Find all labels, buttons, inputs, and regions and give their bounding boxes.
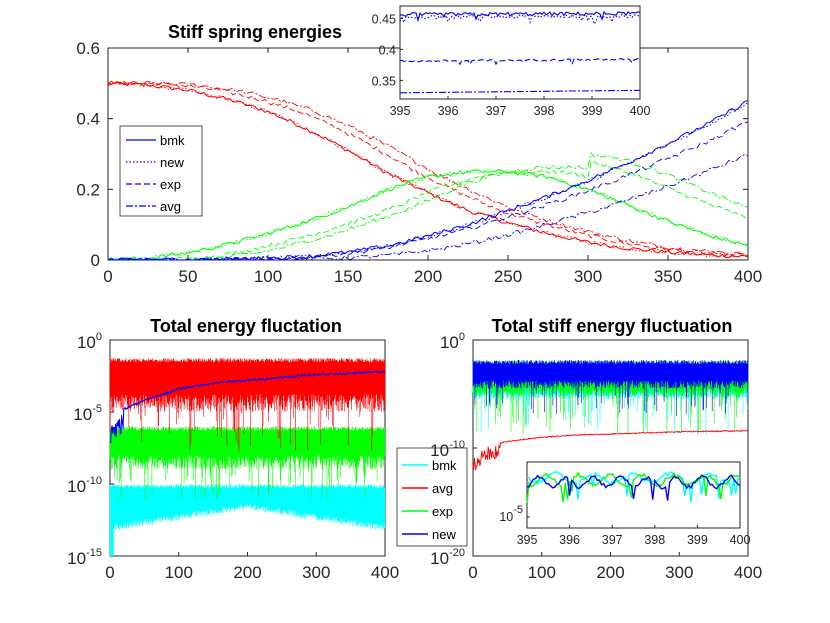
- legend-label-new: new: [432, 527, 456, 542]
- x-tick-label: 0: [103, 267, 112, 286]
- y-tick-label: 10-10: [67, 475, 102, 496]
- inset-series-avg: [400, 89, 640, 94]
- x-tick-label: 200: [233, 563, 261, 582]
- inset-x-tick-label: 395: [390, 104, 411, 118]
- x-tick-label: 350: [654, 267, 682, 286]
- inset-y-tick-label: 0.35: [372, 74, 396, 88]
- y-tick-label: 10-15: [67, 547, 102, 568]
- legend-box: [119, 125, 203, 217]
- inset-series-new: [399, 13, 641, 26]
- y-tick-label: 10-10: [430, 439, 465, 460]
- y-tick-label: 100: [440, 331, 465, 352]
- inset-series-bmk: [399, 10, 641, 23]
- series-line-avg: [472, 429, 749, 471]
- y-tick-label: 10-5: [73, 403, 102, 424]
- x-tick-label: 400: [734, 267, 762, 286]
- x-tick-label: 150: [334, 267, 362, 286]
- x-tick-label: 50: [179, 267, 198, 286]
- inset-x-tick-label: 398: [534, 104, 555, 118]
- inset-x-tick-label: 400: [730, 533, 751, 547]
- inset-x-tick-label: 399: [687, 533, 708, 547]
- legend-label-avg: avg: [160, 199, 181, 214]
- x-tick-label: 200: [414, 267, 442, 286]
- legend-label-exp: exp: [432, 504, 453, 519]
- chart-total-stiff-energy-fluctuation: Total stiff energy fluctuation 0 100 200 300…: [430, 316, 762, 582]
- inset-x-tick-label: 397: [486, 104, 507, 118]
- chart-title: Total stiff energy fluctuation: [492, 316, 733, 336]
- inset-x-tick-label: 396: [559, 533, 580, 547]
- legend-label-exp: exp: [160, 177, 181, 192]
- series-line-spring-2-bmk: [107, 169, 749, 261]
- series-band-avg: [109, 358, 386, 452]
- x-tick-label: 400: [734, 563, 762, 582]
- series-line-spring-2-new: [107, 169, 749, 261]
- y-tick-label: 10-20: [430, 547, 465, 568]
- inset-x-tick-label: 400: [630, 104, 651, 118]
- series-line-spring-3-exp: [107, 121, 749, 261]
- inset-series-exp: [399, 57, 641, 66]
- inset-plot-area: [399, 5, 641, 100]
- y-tick-label: 0.4: [76, 110, 100, 129]
- series-line-new: [109, 370, 386, 444]
- series-line-spring-1-new: [107, 81, 749, 259]
- x-tick-label: 400: [371, 563, 399, 582]
- x-tick-label: 300: [302, 563, 330, 582]
- inset-x-tick-label: 398: [644, 533, 665, 547]
- legend-label-bmk: bmk: [432, 458, 457, 473]
- chart-title: Total energy fluctation: [150, 316, 342, 336]
- inset-series-new: [526, 474, 741, 501]
- y-tick-label: 0: [91, 251, 100, 270]
- inset-series-exp: [526, 471, 741, 504]
- x-tick-label: 100: [254, 267, 282, 286]
- legend: bmk avg exp new: [396, 447, 468, 547]
- y-tick-label: 0.6: [76, 39, 100, 58]
- x-tick-label: 0: [468, 563, 477, 582]
- series-line-spring-1-avg: [107, 80, 749, 257]
- series-band-bmk: [109, 484, 386, 556]
- x-tick-label: 100: [528, 563, 556, 582]
- inset-y-tick-label: 0.4: [379, 43, 396, 57]
- series-line-spring-3-avg: [107, 153, 749, 261]
- chart-title: Stiff spring energies: [168, 22, 342, 42]
- inset-plot: 395 396 397 398 399 400 10-5: [499, 461, 751, 547]
- inset-x-tick-label: 395: [517, 533, 538, 547]
- y-tick-label: 100: [77, 331, 102, 352]
- inset-y-tick-label: 10-5: [499, 504, 523, 524]
- inset-y-tick-label: 0.45: [372, 12, 396, 26]
- chart-stiff-spring-energies: 0 50 100 150 200 250 300 350 400 0 0.2 0.4 0.6 Stiff …: [76, 5, 762, 286]
- x-tick-label: 0: [105, 563, 114, 582]
- x-tick-label: 100: [165, 563, 193, 582]
- legend-label-avg: avg: [432, 481, 453, 496]
- series-line-spring-2-exp: [107, 161, 749, 261]
- inset-x-tick-label: 399: [582, 104, 603, 118]
- legend: bmk new exp avg: [119, 125, 203, 217]
- inset-x-tick-label: 396: [438, 104, 459, 118]
- x-tick-label: 300: [574, 267, 602, 286]
- x-tick-label: 200: [596, 563, 624, 582]
- inset-plot: 395 396 397 398 399 400 0.35 0.4 0.45: [372, 5, 651, 118]
- chart-total-energy-fluctation: Total energy fluctation 0 100 200 300 400 100 1…: [67, 316, 468, 582]
- x-tick-label: 300: [665, 563, 693, 582]
- legend-label-bmk: bmk: [160, 133, 185, 148]
- x-tick-label: 250: [494, 267, 522, 286]
- inset-x-tick-label: 397: [602, 533, 623, 547]
- series-band-exp: [109, 426, 386, 501]
- legend-label-new: new: [160, 155, 184, 170]
- series-band-new: [472, 360, 749, 417]
- series-line-spring-3-new: [107, 101, 749, 261]
- inset-series-bmk: [526, 471, 741, 502]
- y-tick-label: 0.2: [76, 180, 100, 199]
